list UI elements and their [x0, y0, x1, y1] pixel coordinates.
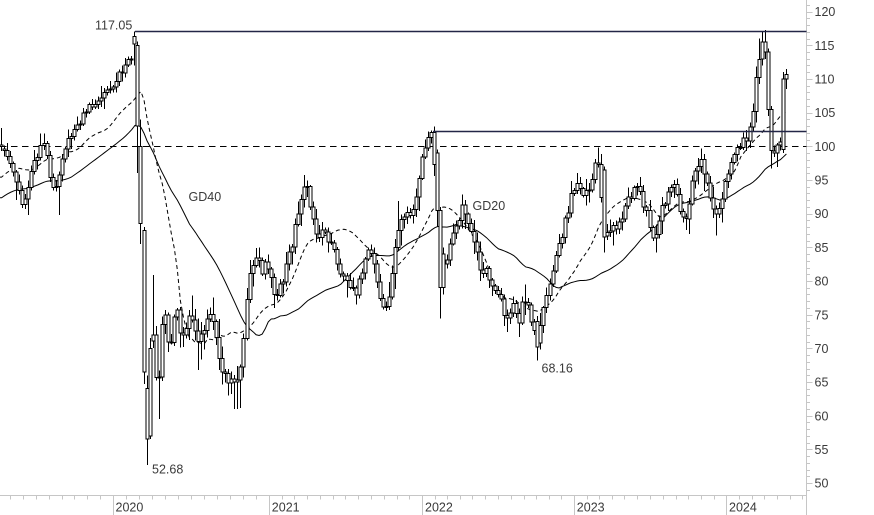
svg-text:GD20: GD20: [473, 199, 506, 213]
svg-text:70: 70: [815, 342, 829, 356]
svg-text:2024: 2024: [729, 501, 757, 515]
svg-text:60: 60: [815, 409, 829, 423]
svg-text:115: 115: [815, 39, 835, 53]
svg-text:75: 75: [815, 308, 829, 322]
svg-text:2023: 2023: [577, 501, 605, 515]
svg-text:55: 55: [815, 443, 829, 457]
svg-text:2021: 2021: [272, 501, 300, 515]
svg-text:GD40: GD40: [189, 190, 222, 204]
svg-text:105: 105: [815, 106, 836, 120]
svg-text:2020: 2020: [116, 501, 144, 515]
svg-text:2022: 2022: [425, 501, 453, 515]
svg-text:110: 110: [815, 73, 835, 87]
svg-text:68.16: 68.16: [542, 362, 573, 376]
svg-text:95: 95: [815, 174, 829, 188]
svg-text:52.68: 52.68: [152, 463, 183, 477]
svg-text:50: 50: [815, 477, 829, 491]
svg-text:65: 65: [815, 376, 829, 390]
svg-text:90: 90: [815, 207, 829, 221]
svg-text:120: 120: [815, 5, 836, 19]
svg-text:100: 100: [815, 140, 836, 154]
svg-text:85: 85: [815, 241, 829, 255]
svg-text:80: 80: [815, 275, 829, 289]
svg-text:117.05: 117.05: [95, 19, 132, 33]
